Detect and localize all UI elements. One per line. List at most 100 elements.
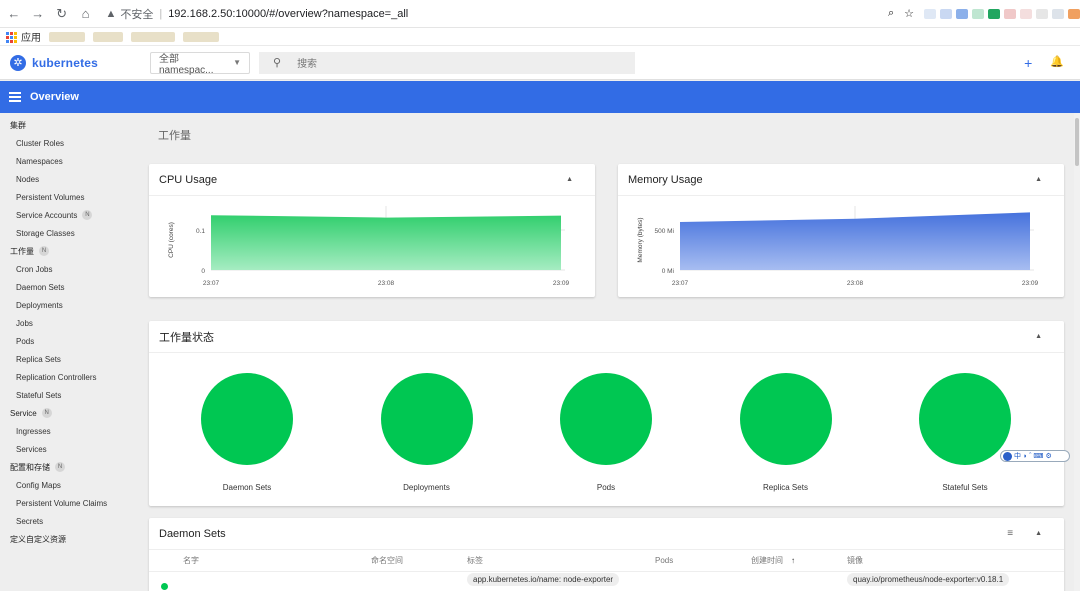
status-label: Stateful Sets	[942, 483, 988, 492]
cpu-usage-card: CPU Usage ▲ 0 0.1 23:07 23:08 23:09 CPU (core…	[149, 164, 595, 297]
y-axis-label: Memory (bytes)	[637, 217, 644, 262]
table-header: 名字 命名空间 标签 Pods 创建时间 ↑ 镜像	[149, 550, 1064, 572]
y-tick-label: 500 Mi	[654, 228, 674, 235]
x-tick-label: 23:08	[378, 280, 395, 287]
status-circle	[739, 373, 832, 465]
helm-wheel-icon: ✲	[10, 54, 26, 71]
search-icon: ⚲	[273, 57, 282, 69]
sidebar-section[interactable]: 集群	[10, 120, 26, 130]
image-chip: quay.io/prometheus/node-exporter:v0.18.1	[847, 573, 1010, 586]
cpu-chart: 0 0.1 23:07 23:08 23:09 CPU (cores)	[168, 206, 570, 287]
page-scrollbar[interactable]	[1074, 113, 1080, 591]
sidebar-item[interactable]: Replica Sets	[16, 354, 61, 364]
chevron-down-icon: ▼	[233, 58, 241, 67]
column-header-labels: 标签	[467, 556, 483, 565]
status-circle	[560, 373, 652, 465]
sidebar-section[interactable]: 定义自定义资源	[10, 534, 66, 544]
sidebar-item[interactable]: Daemon Sets	[16, 282, 65, 292]
table-row[interactable]: app.kubernetes.io/name: node-exporter qu…	[149, 573, 1064, 591]
home-icon[interactable]: ⌂	[81, 6, 90, 21]
sidebar-section[interactable]: 配置和存储 N	[0, 458, 138, 476]
kubernetes-logo[interactable]: ✲ kubernetes	[10, 54, 150, 71]
sidebar-item[interactable]: Namespaces	[16, 156, 63, 166]
column-header-images: 镜像	[847, 556, 863, 565]
star-icon[interactable]: ☆	[904, 8, 914, 20]
bookmark-item[interactable]	[49, 31, 85, 42]
warning-icon: ▲	[105, 7, 117, 20]
bookmark-item[interactable]	[183, 31, 219, 42]
back-icon[interactable]: ←	[7, 6, 21, 21]
bookmark-item[interactable]	[131, 31, 175, 42]
collapse-icon[interactable]: ▲	[1035, 176, 1042, 183]
column-header-created[interactable]: 创建时间	[751, 556, 783, 565]
status-label: Deployments	[403, 483, 450, 492]
filter-icon[interactable]: ≡	[1007, 528, 1014, 539]
sidebar-item[interactable]: Services	[16, 444, 47, 454]
collapse-icon[interactable]: ▲	[1035, 333, 1042, 340]
bell-icon[interactable]: 🔔	[1050, 55, 1064, 68]
collapse-icon[interactable]: ▲	[1035, 530, 1042, 537]
ime-toolbar[interactable]: 中 ◗ ˆ ⌨ ⚙	[1000, 450, 1070, 462]
page-toolbar: Overview	[0, 81, 1080, 113]
card-title: CPU Usage	[159, 173, 218, 186]
bookmark-item[interactable]	[93, 31, 123, 42]
column-header-name[interactable]: 名字	[183, 556, 199, 565]
sidebar-item[interactable]: Replication Controllers	[16, 372, 97, 382]
status-chart[interactable]: Daemon Sets	[197, 373, 297, 492]
zoom-icon[interactable]: ⌕	[887, 7, 895, 19]
status-chart[interactable]: Replica Sets	[736, 373, 836, 492]
bookmark-bar: 应用	[0, 28, 1080, 46]
area-series	[680, 212, 1030, 270]
sidebar-item[interactable]: Stateful Sets	[16, 390, 62, 400]
sidebar-item[interactable]: Secrets	[16, 516, 44, 526]
app-header: ✲ kubernetes 全部 namespac... ▼ ⚲ 搜索 + 🔔	[0, 46, 1080, 80]
security-label: 不安全	[120, 8, 154, 21]
apps-grid-icon[interactable]	[6, 31, 17, 43]
sidebar-item[interactable]: Pods	[16, 336, 35, 346]
namespaced-badge: N	[39, 246, 49, 256]
reload-icon[interactable]: ↻	[56, 5, 68, 21]
forward-icon[interactable]: →	[31, 6, 45, 21]
extension-icons	[924, 8, 1080, 19]
search-input[interactable]: ⚲ 搜索	[259, 51, 635, 74]
address-bar[interactable]: ▲ 不安全 | 192.168.2.50:10000/#/overview?na…	[105, 7, 409, 21]
sidebar-item[interactable]: Deployments	[16, 300, 63, 310]
column-header-namespace[interactable]: 命名空间	[371, 556, 403, 565]
status-circle	[919, 373, 1011, 465]
sidebar-item[interactable]: Cluster Roles	[16, 138, 65, 148]
url-text[interactable]: 192.168.2.50:10000/#/overview?namespace=…	[168, 7, 409, 20]
status-chart[interactable]: Stateful Sets	[915, 373, 1015, 492]
sidebar-item[interactable]: Cron Jobs	[16, 264, 53, 274]
label-chip: app.kubernetes.io/name: node-exporter	[467, 573, 620, 586]
sidebar-item[interactable]: Storage Classes	[16, 228, 75, 238]
plus-icon[interactable]: +	[1024, 54, 1033, 71]
namespace-select[interactable]: 全部 namespac... ▼	[150, 51, 250, 76]
sidebar-item[interactable]: Persistent Volume Claims	[16, 498, 108, 508]
sidebar-section[interactable]: Service N	[0, 404, 138, 422]
x-tick-label: 23:09	[1022, 280, 1039, 287]
x-tick-label: 23:08	[847, 280, 864, 287]
bookmark-apps[interactable]: 应用	[21, 33, 41, 44]
collapse-icon[interactable]: ▲	[566, 176, 573, 183]
sidebar-item[interactable]: Nodes	[16, 174, 40, 184]
sidebar-item[interactable]: Config Maps	[16, 480, 61, 490]
y-tick-label: 0.1	[196, 228, 205, 235]
main-content: 工作量 CPU Usage ▲ 0 0.1 23:07 23:08 23:09 CPU (…	[148, 113, 1065, 591]
scrollbar-thumb[interactable]	[1075, 118, 1079, 166]
sidebar-section[interactable]: 工作量 N	[0, 242, 138, 260]
browser-toolbar: ← → ↻ ⌂ ▲ 不安全 | 192.168.2.50:10000/#/ove…	[0, 0, 1080, 28]
status-ok-icon	[161, 583, 168, 590]
sidebar-item[interactable]: Jobs	[16, 318, 33, 328]
sort-arrow-icon[interactable]: ↑	[791, 556, 795, 565]
y-tick-label: 0 Mi	[662, 268, 674, 275]
y-axis-label: CPU (cores)	[168, 222, 175, 258]
status-chart[interactable]: Deployments	[377, 373, 477, 492]
sidebar-item[interactable]: Service Accounts N	[0, 206, 138, 224]
column-header-pods: Pods	[655, 556, 674, 565]
menu-icon[interactable]	[9, 92, 21, 102]
memory-usage-card: Memory Usage ▲ 0 Mi 500 Mi 23:07 23:08 23:09…	[618, 164, 1064, 297]
sidebar-item[interactable]: Ingresses	[16, 426, 51, 436]
sidebar-item[interactable]: Persistent Volumes	[16, 192, 85, 202]
status-chart[interactable]: Pods	[556, 373, 656, 492]
ime-logo-icon	[1003, 451, 1012, 461]
